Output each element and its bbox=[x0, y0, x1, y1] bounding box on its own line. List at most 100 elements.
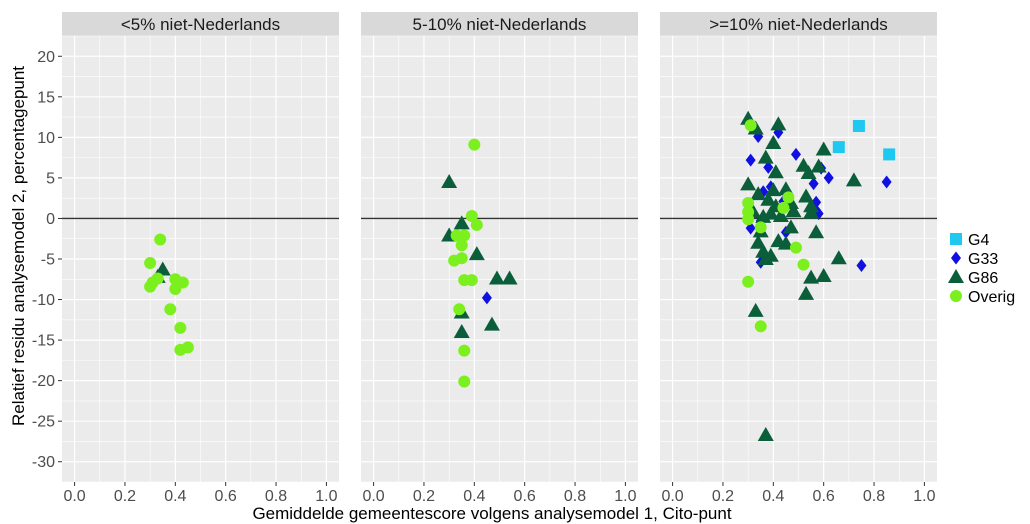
point-g86 bbox=[772, 208, 789, 223]
point-g86 bbox=[757, 149, 774, 164]
x-tick-label: 0.8 bbox=[564, 488, 586, 505]
legend-key-g86 bbox=[948, 269, 964, 283]
point-overig bbox=[742, 275, 755, 288]
point-g86 bbox=[762, 205, 779, 220]
point-overig bbox=[797, 258, 810, 271]
y-tick-label: -30 bbox=[32, 454, 55, 471]
facet-title: <5% niet-Nederlands bbox=[121, 15, 280, 34]
x-tick-label: 0.4 bbox=[463, 488, 485, 505]
point-g86 bbox=[453, 323, 470, 338]
x-tick-label: 0.0 bbox=[362, 488, 384, 505]
x-tick-label: 0.8 bbox=[265, 488, 287, 505]
point-overig bbox=[154, 233, 167, 246]
point-g86 bbox=[765, 182, 782, 197]
point-overig bbox=[174, 321, 187, 334]
point-overig bbox=[151, 272, 164, 285]
point-g33 bbox=[823, 171, 834, 185]
point-overig bbox=[176, 276, 189, 289]
y-tick-label: -15 bbox=[32, 333, 55, 350]
x-tick-label: 0.6 bbox=[215, 488, 237, 505]
x-tick-label: 0.4 bbox=[164, 488, 186, 505]
point-g33 bbox=[790, 147, 801, 161]
point-g86 bbox=[803, 269, 820, 284]
point-overig bbox=[181, 341, 194, 354]
point-overig bbox=[754, 221, 767, 234]
point-g86 bbox=[830, 250, 847, 265]
point-overig bbox=[742, 197, 755, 210]
point-g86 bbox=[770, 116, 787, 131]
point-overig bbox=[455, 239, 468, 252]
point-g4 bbox=[852, 120, 865, 133]
facet-strip bbox=[660, 12, 937, 36]
facet-panel-1: <5% niet-Nederlands 0.0 0.2 0.4 0.6 0.8 1.0 20 1… bbox=[32, 12, 339, 505]
point-g86 bbox=[453, 215, 470, 230]
point-g86 bbox=[777, 235, 794, 250]
point-g86 bbox=[767, 164, 784, 179]
y-tick-label: -20 bbox=[32, 373, 55, 390]
point-g86 bbox=[810, 158, 827, 173]
x-tick-label: 0.2 bbox=[114, 488, 136, 505]
x-tick-label: 0.2 bbox=[712, 488, 734, 505]
point-g33 bbox=[856, 258, 867, 272]
x-tick-label: 1.0 bbox=[614, 488, 636, 505]
point-g4 bbox=[883, 148, 896, 161]
legend-key-overig bbox=[950, 290, 962, 302]
facet-panel-3: >=10% niet-Nederlands 0.0 0.2 0.4 0.6 0.8 1.0 bbox=[660, 12, 937, 505]
y-tick-label: -10 bbox=[32, 292, 55, 309]
point-g86 bbox=[798, 285, 815, 300]
x-tick-label: 0.6 bbox=[514, 488, 536, 505]
legend-label-overig: Overig bbox=[968, 289, 1015, 306]
point-g86 bbox=[760, 191, 777, 206]
point-g86 bbox=[803, 204, 820, 219]
x-tick-label: 0.4 bbox=[762, 488, 784, 505]
point-g86 bbox=[800, 165, 817, 180]
point-g86 bbox=[798, 188, 815, 203]
legend-label-g33: G33 bbox=[968, 251, 998, 268]
point-g86 bbox=[765, 135, 782, 150]
point-g86 bbox=[483, 316, 500, 331]
y-tick-label: -25 bbox=[32, 414, 55, 431]
point-g86 bbox=[488, 270, 505, 285]
point-g86 bbox=[747, 302, 764, 317]
point-overig bbox=[164, 303, 177, 316]
x-tick-label: 0.2 bbox=[413, 488, 435, 505]
point-g86 bbox=[845, 172, 862, 187]
facet-strip bbox=[62, 12, 339, 36]
legend-key-g33 bbox=[951, 251, 961, 265]
x-tick-label: 0.0 bbox=[63, 488, 85, 505]
y-tick-label: 10 bbox=[37, 130, 55, 147]
point-overig bbox=[453, 303, 466, 316]
point-g86 bbox=[785, 203, 802, 218]
x-tick-label: 1.0 bbox=[913, 488, 935, 505]
point-g86 bbox=[808, 224, 825, 239]
point-g86 bbox=[757, 251, 774, 265]
legend: G4 G33 G86 Overig bbox=[948, 232, 1015, 306]
point-g33 bbox=[881, 175, 892, 189]
point-overig bbox=[744, 119, 757, 132]
y-tick-label: -5 bbox=[41, 252, 55, 269]
point-g33 bbox=[808, 177, 819, 191]
point-overig bbox=[777, 201, 790, 214]
point-overig bbox=[470, 218, 483, 231]
facet-panels: <5% niet-Nederlands 0.0 0.2 0.4 0.6 0.8 1.0 20 1… bbox=[32, 12, 937, 505]
x-tick-label: 0.8 bbox=[863, 488, 885, 505]
point-g86 bbox=[750, 186, 767, 201]
legend-label-g4: G4 bbox=[968, 232, 989, 249]
x-axis-title: Gemiddelde gemeentescore volgens analyse… bbox=[252, 504, 731, 523]
x-tick-label: 0.0 bbox=[661, 488, 683, 505]
point-overig bbox=[789, 241, 802, 254]
facet-title: 5-10% niet-Nederlands bbox=[413, 15, 587, 34]
x-tick-label: 0.6 bbox=[813, 488, 835, 505]
point-overig bbox=[448, 254, 461, 267]
point-g86 bbox=[740, 176, 757, 191]
facet-strip bbox=[361, 12, 638, 36]
point-overig bbox=[742, 213, 755, 226]
facet-panel-2: 5-10% niet-Nederlands 0.0 0.2 0.4 0.6 0.8 1.0 bbox=[361, 12, 638, 505]
point-g86 bbox=[750, 234, 767, 249]
point-overig bbox=[754, 320, 767, 333]
point-overig bbox=[465, 274, 478, 287]
point-g86 bbox=[501, 270, 518, 285]
point-overig bbox=[144, 257, 157, 270]
point-g86 bbox=[815, 268, 832, 283]
point-g86 bbox=[782, 219, 799, 234]
